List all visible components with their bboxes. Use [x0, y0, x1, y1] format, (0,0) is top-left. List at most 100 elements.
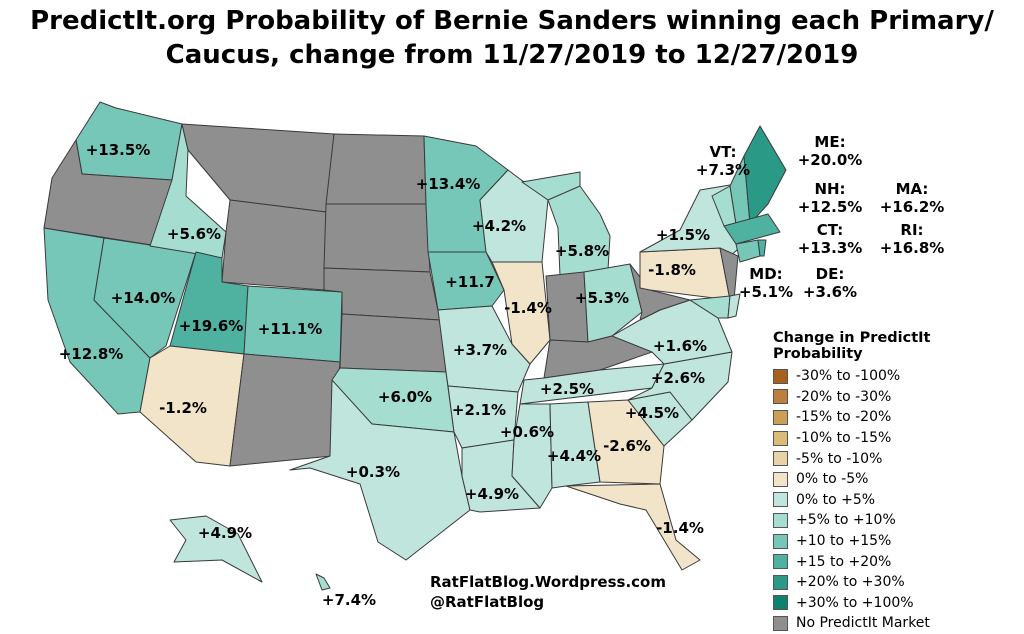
state-label-va: +1.6% — [653, 337, 707, 355]
legend-item: +5% to +10% — [773, 510, 1023, 531]
callout-ct-name: CT: — [817, 221, 843, 239]
credit-twitter: @RatFlatBlog — [430, 593, 545, 611]
legend-swatch — [773, 512, 788, 528]
callout-me-name: ME: — [814, 133, 845, 151]
legend-label: -20% to -30% — [796, 388, 892, 405]
title-line-1: PredictIt.org Probability of Bernie Sand… — [30, 6, 994, 36]
state-label-tn: +2.5% — [540, 380, 594, 398]
legend-item: +30% to +100% — [773, 593, 1023, 614]
callout-ri-name: RI: — [900, 221, 923, 239]
legend-swatch — [773, 389, 788, 405]
state-ak — [169, 515, 263, 583]
legend-item: -15% to -20% — [773, 407, 1023, 428]
legend-swatch — [773, 615, 788, 631]
legend-item: +10 to +15% — [773, 531, 1023, 552]
state-label-mo: +3.7% — [453, 341, 507, 359]
legend-items: -30% to -100% -20% to -30% -15% to -20% -10… — [773, 366, 1023, 634]
state-label-pa: -1.8% — [648, 261, 696, 279]
state-id — [149, 123, 227, 259]
callout-nh-value: +12.5% — [798, 198, 863, 216]
state-label-ak: +4.9% — [198, 524, 252, 542]
state-in — [545, 271, 589, 343]
state-ia — [427, 251, 505, 311]
legend-label: 0% to +5% — [796, 491, 876, 508]
legend-item: +20% to +30% — [773, 572, 1023, 593]
state-label-ia: +11.7 — [445, 273, 495, 291]
state-ma — [723, 213, 781, 245]
state-ct — [735, 239, 761, 263]
state-label-oh: +5.3% — [575, 289, 629, 307]
legend-item: +15 to +20% — [773, 551, 1023, 572]
legend-label: -15% to -20% — [796, 409, 892, 426]
state-mi — [521, 171, 611, 277]
legend-swatch — [773, 471, 788, 487]
legend-label: +10 to +15% — [796, 533, 892, 550]
state-il — [491, 261, 551, 365]
legend-swatch — [773, 595, 788, 611]
legend-item: -30% to -100% — [773, 366, 1023, 387]
callout-de-name: DE: — [816, 265, 845, 283]
callout-md-value: +5.1% — [739, 283, 793, 301]
legend-label: -10% to -15% — [796, 430, 892, 447]
state-label-tx: +0.3% — [346, 463, 400, 481]
legend-label: +20% to +30% — [796, 574, 905, 591]
state-oh — [583, 263, 643, 343]
legend-swatch — [773, 533, 788, 549]
legend-swatch — [773, 430, 788, 446]
legend-label: +15 to +20% — [796, 553, 892, 570]
labels-layer: +13.5% +12.8% +14.0% +5.6% +19.6% -1.2% +11.1%… — [59, 141, 710, 609]
state-label-nv: +14.0% — [111, 289, 176, 307]
legend-label: No PredictIt Market — [796, 615, 930, 632]
legend: Change in PredictIt Probability -30% to … — [773, 330, 1023, 634]
state-label-ca: +12.8% — [59, 345, 124, 363]
legend-swatch — [773, 554, 788, 570]
state-label-al: +4.4% — [547, 447, 601, 465]
state-label-fl: -1.4% — [656, 519, 704, 537]
state-de — [727, 293, 741, 319]
callout-ma-value: +16.2% — [880, 198, 945, 216]
northeast-callouts: VT:+7.3%ME:+20.0%NH:+12.5%MA:+16.2%CT:+1… — [696, 133, 944, 301]
callout-vt-value: +7.3% — [696, 161, 750, 179]
state-label-az: -1.2% — [159, 399, 207, 417]
callout-ma-name: MA: — [896, 180, 929, 198]
legend-item: -10% to -15% — [773, 428, 1023, 449]
state-label-ms: +0.6% — [500, 423, 554, 441]
legend-item: No PredictIt Market — [773, 613, 1023, 634]
legend-label: +5% to +10% — [796, 512, 896, 529]
legend-title: Change in PredictIt Probability — [773, 330, 931, 362]
state-ks — [339, 313, 447, 373]
callout-me-value: +20.0% — [798, 151, 863, 169]
state-label-il: -1.4% — [504, 299, 552, 317]
states-layer — [43, 101, 787, 591]
state-ga — [587, 399, 665, 485]
legend-item: -20% to -30% — [773, 387, 1023, 408]
legend-item: -5% to -10% — [773, 448, 1023, 469]
state-mo — [437, 305, 531, 393]
state-mt — [181, 123, 335, 213]
callout-ri-value: +16.8% — [880, 239, 945, 257]
state-label-nc: +2.6% — [651, 369, 705, 387]
legend-swatch — [773, 574, 788, 590]
legend-item: 0% to +5% — [773, 490, 1023, 511]
state-label-co: +11.1% — [258, 320, 323, 338]
state-ri — [757, 239, 767, 257]
state-al — [549, 401, 601, 489]
state-label-ar: +2.1% — [452, 401, 506, 419]
state-label-ok: +6.0% — [378, 388, 432, 406]
state-tx — [289, 379, 471, 561]
state-label-hi: +7.4% — [322, 591, 376, 609]
legend-swatch — [773, 409, 788, 425]
state-label-id: +5.6% — [167, 225, 221, 243]
credit-website: RatFlatBlog.Wordpress.com — [430, 573, 666, 591]
state-label-la: +4.9% — [465, 485, 519, 503]
callout-de-value: +3.6% — [803, 283, 857, 301]
state-label-mi: +5.8% — [555, 242, 609, 260]
legend-swatch — [773, 368, 788, 384]
state-label-wa: +13.5% — [86, 141, 151, 159]
state-nd — [325, 133, 427, 205]
state-label-wi: +4.2% — [472, 217, 526, 235]
state-label-ut: +19.6% — [179, 317, 244, 335]
callout-nh-name: NH: — [814, 180, 845, 198]
legend-label: -30% to -100% — [796, 368, 901, 385]
